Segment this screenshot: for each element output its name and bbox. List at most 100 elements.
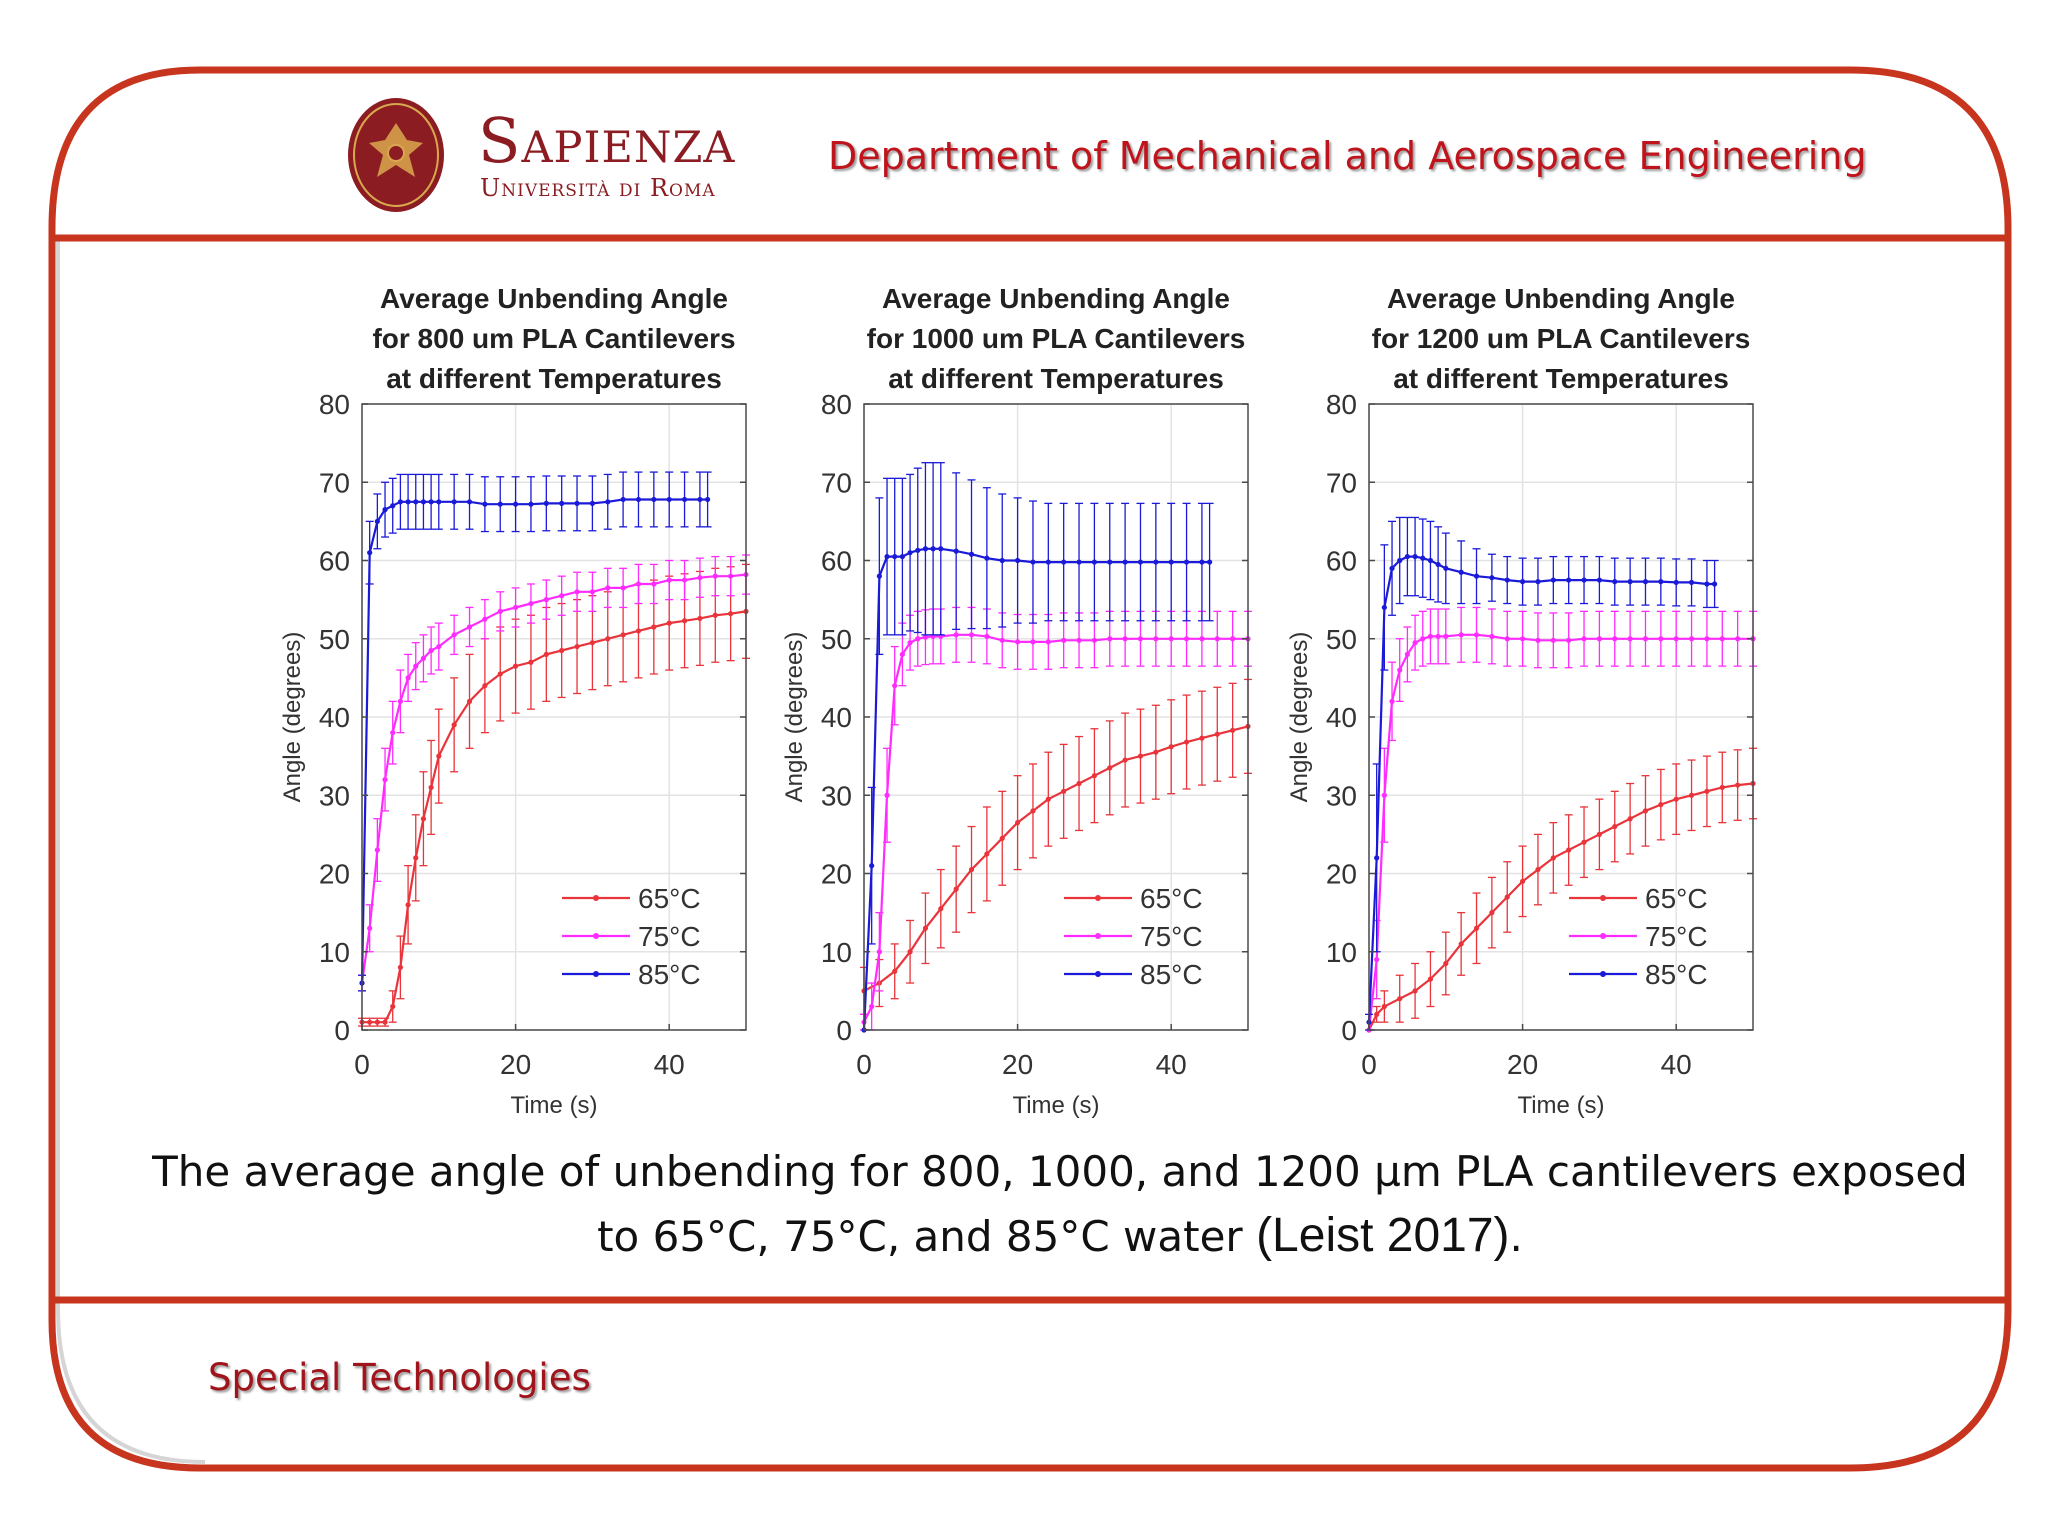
data-point bbox=[1473, 925, 1480, 931]
data-point bbox=[1704, 636, 1710, 642]
legend-label: 65°C bbox=[638, 883, 701, 914]
data-point bbox=[1076, 637, 1082, 643]
y-tick-label: 60 bbox=[319, 546, 350, 577]
y-tick-label: 50 bbox=[1326, 624, 1357, 655]
data-point bbox=[428, 784, 434, 791]
data-point bbox=[397, 698, 403, 704]
data-point bbox=[1489, 633, 1495, 640]
data-point bbox=[1404, 651, 1410, 658]
data-point bbox=[428, 647, 434, 654]
data-point bbox=[922, 925, 929, 931]
series-85c bbox=[358, 471, 712, 992]
legend-label: 85°C bbox=[1645, 959, 1708, 990]
figure-caption-line2: to 65°C, 75°C, and 85°C water (Leist 201… bbox=[140, 1212, 1980, 1260]
data-point bbox=[968, 866, 975, 873]
data-point bbox=[1550, 577, 1556, 583]
data-point bbox=[1015, 639, 1021, 645]
data-point bbox=[1381, 1003, 1387, 1010]
chart-title-line: at different Temperatures bbox=[386, 363, 722, 394]
data-point bbox=[559, 593, 565, 599]
data-point bbox=[589, 500, 596, 506]
data-point bbox=[1015, 820, 1021, 826]
data-point bbox=[1520, 878, 1526, 884]
data-point bbox=[907, 550, 913, 556]
y-tick-label: 10 bbox=[821, 937, 852, 968]
data-point bbox=[915, 547, 921, 553]
data-point bbox=[390, 730, 396, 736]
data-point bbox=[1381, 792, 1387, 798]
data-point bbox=[1091, 773, 1097, 779]
data-point bbox=[1412, 553, 1418, 560]
data-point bbox=[1688, 636, 1695, 642]
data-point bbox=[1412, 640, 1418, 646]
data-point bbox=[1658, 636, 1664, 642]
data-point bbox=[884, 792, 890, 798]
data-point bbox=[528, 659, 534, 665]
data-point bbox=[1658, 802, 1664, 808]
data-point bbox=[968, 551, 975, 557]
caption-line2-end: . bbox=[1509, 1212, 1523, 1261]
data-point bbox=[1504, 636, 1510, 642]
data-point bbox=[1435, 561, 1441, 568]
data-point bbox=[513, 501, 519, 507]
legend: 65°C 75°C 85°C bbox=[1064, 883, 1203, 990]
legend-marker bbox=[1095, 933, 1101, 939]
data-point bbox=[1230, 636, 1236, 642]
data-point bbox=[513, 663, 519, 669]
data-point bbox=[922, 546, 929, 552]
data-point bbox=[1612, 636, 1618, 642]
y-tick-label: 20 bbox=[821, 859, 852, 890]
legend: 65°C 75°C 85°C bbox=[1569, 883, 1708, 990]
data-point bbox=[589, 589, 596, 595]
data-point bbox=[922, 634, 929, 640]
data-point bbox=[1520, 579, 1526, 585]
data-point bbox=[1566, 637, 1572, 643]
data-point bbox=[1719, 636, 1725, 642]
data-point bbox=[1397, 557, 1403, 564]
data-point bbox=[651, 496, 657, 503]
data-point bbox=[620, 585, 626, 591]
data-point bbox=[1381, 604, 1387, 611]
data-point bbox=[1061, 788, 1067, 794]
x-axis-label: Time (s) bbox=[1012, 1092, 1099, 1119]
legend-marker bbox=[1095, 971, 1101, 977]
data-point bbox=[930, 546, 936, 552]
data-point bbox=[697, 615, 703, 622]
data-point bbox=[1627, 579, 1633, 585]
x-axis-label: Time (s) bbox=[1517, 1092, 1604, 1119]
data-point bbox=[1612, 579, 1618, 585]
data-point bbox=[1374, 1011, 1380, 1017]
data-point bbox=[728, 611, 734, 617]
data-point bbox=[681, 577, 688, 583]
data-point bbox=[451, 499, 457, 505]
legend-marker bbox=[593, 895, 599, 901]
data-point bbox=[1688, 579, 1695, 586]
data-point bbox=[1153, 749, 1159, 755]
y-tick-label: 30 bbox=[1326, 780, 1357, 811]
data-point bbox=[482, 683, 488, 689]
data-point bbox=[869, 863, 875, 869]
data-point bbox=[1199, 559, 1205, 565]
chart-title-line: at different Temperatures bbox=[1393, 363, 1729, 394]
data-point bbox=[559, 647, 565, 654]
data-point bbox=[1030, 639, 1036, 645]
data-point bbox=[1230, 727, 1236, 733]
data-point bbox=[1535, 866, 1541, 873]
x-tick-label: 0 bbox=[1361, 1049, 1377, 1080]
data-point bbox=[559, 500, 565, 506]
y-tick-label: 10 bbox=[1326, 937, 1357, 968]
data-point bbox=[1045, 639, 1051, 645]
data-point bbox=[1427, 976, 1434, 982]
data-point bbox=[436, 643, 442, 650]
data-point bbox=[1550, 637, 1556, 643]
department-title: Department of Mechanical and Aerospace E… bbox=[828, 134, 1867, 178]
data-point bbox=[635, 581, 642, 587]
data-point bbox=[1122, 559, 1128, 565]
data-point bbox=[712, 573, 718, 579]
data-point bbox=[1658, 579, 1664, 585]
data-point bbox=[651, 581, 657, 587]
data-point bbox=[892, 553, 898, 560]
data-point bbox=[1596, 577, 1602, 583]
data-point bbox=[405, 902, 411, 908]
data-point bbox=[1076, 559, 1082, 565]
